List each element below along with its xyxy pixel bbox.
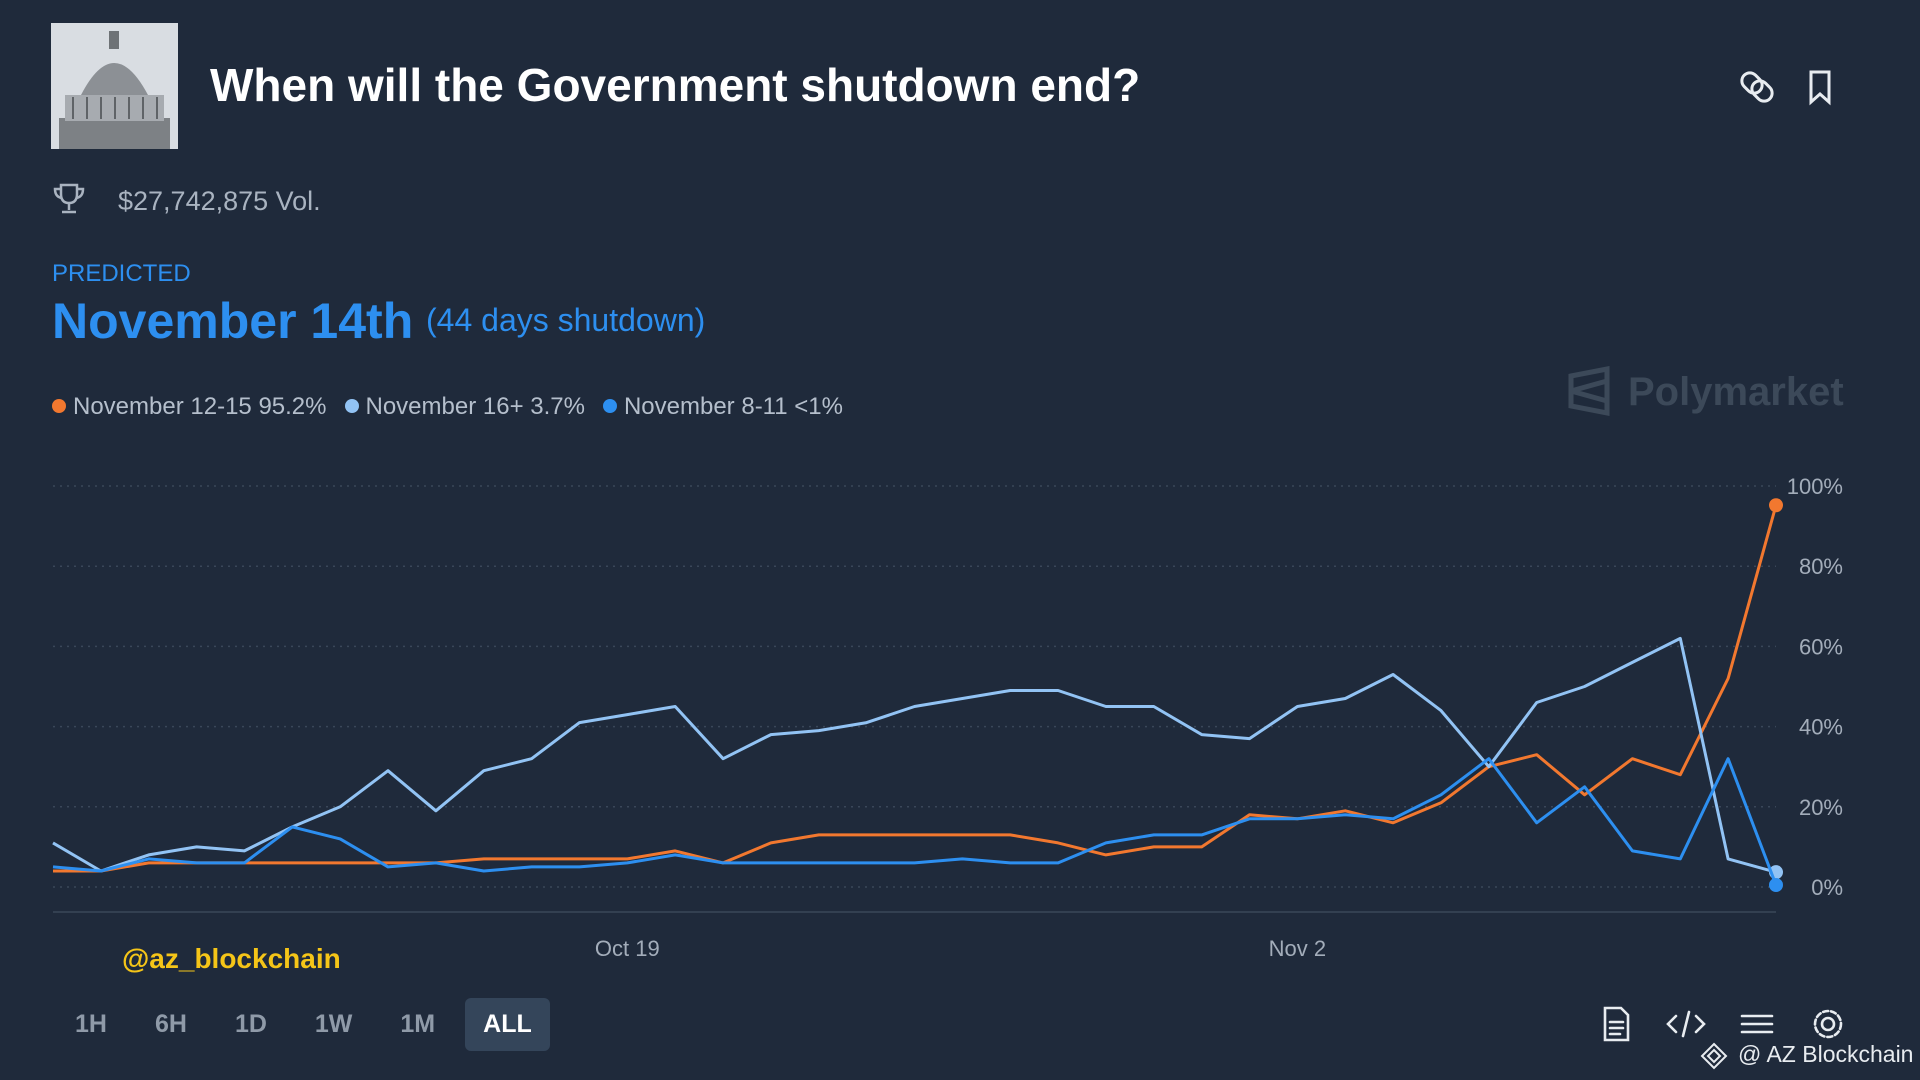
range-button[interactable]: 1D [234, 1010, 267, 1038]
end-dot [1769, 877, 1783, 892]
link-icon[interactable] [1740, 70, 1765, 97]
legend-name: November 8-11 [623, 393, 788, 420]
y-tick-label: 60% [1799, 634, 1843, 659]
embed-icon[interactable] [1666, 1010, 1706, 1038]
market-image [51, 23, 178, 149]
handle: @az_blockchain [122, 943, 341, 974]
legend-dot [52, 399, 66, 413]
brand: Polymarket [1628, 370, 1844, 414]
range-button[interactable]: 1M [400, 1010, 436, 1038]
title: When will the Government shutdown end? [210, 59, 1141, 111]
legend-value: 95.2% [258, 393, 327, 420]
range-button[interactable]: ALL [465, 998, 550, 1051]
predicted-value: November 14th [52, 293, 414, 349]
settings-sliders[interactable] [1740, 1014, 1774, 1034]
bookmark-icon[interactable] [1809, 70, 1831, 106]
legend: November 12-15 95.2% November 16+ 3.7% Nov… [52, 393, 843, 421]
legend-value: <1% [794, 393, 843, 420]
y-tick-label: 40% [1799, 715, 1843, 740]
trophy-icon [53, 183, 85, 214]
x-tick-label: Nov 2 [1269, 936, 1326, 961]
legend-dot [344, 399, 359, 413]
series-line [52, 636, 1777, 874]
toolbar-icons [1603, 1006, 1843, 1042]
legend-name: November 12-15 [73, 393, 252, 420]
header-icons [1740, 70, 1831, 106]
doc-icon[interactable] [1603, 1006, 1630, 1042]
chart: 0% 20% 40% 60% 80% 100% Oct 19 Nov 2 [52, 474, 1843, 961]
brand-logo [1568, 366, 1610, 417]
gear-icon[interactable] [1820, 1016, 1836, 1032]
legend-item: November 16+ 3.7% [344, 393, 585, 421]
x-tick-label: Oct 19 [595, 936, 660, 961]
legend-name: November 16+ [365, 393, 524, 420]
y-tick-label: 100% [1787, 474, 1843, 499]
wm-logo [1700, 1042, 1728, 1070]
y-tick-label: 20% [1799, 795, 1843, 820]
volume: $27,742,875 Vol. [118, 186, 321, 216]
range-button[interactable]: 6H [154, 1010, 187, 1038]
legend-item: November 12-15 95.2% [52, 393, 327, 421]
y-tick-label: 0% [1811, 875, 1843, 900]
range-button[interactable]: 1W [314, 1010, 353, 1038]
series-line [53, 504, 1778, 873]
range-buttons: 1H 6H 1D 1W 1M ALL [57, 998, 550, 1051]
predicted-label: PREDICTED [52, 260, 191, 287]
legend-item: November 8-11 <1% [602, 393, 843, 421]
watermark: @ AZ Blockchain [1738, 1041, 1914, 1067]
predicted-note: (44 days shutdown) [426, 302, 706, 338]
series-line [52, 757, 1778, 886]
legend-value: 3.7% [530, 393, 585, 420]
legend-dot [602, 399, 617, 413]
y-tick-label: 80% [1799, 554, 1843, 579]
range-button[interactable]: 1H [75, 1010, 107, 1038]
end-dot [1769, 498, 1783, 513]
